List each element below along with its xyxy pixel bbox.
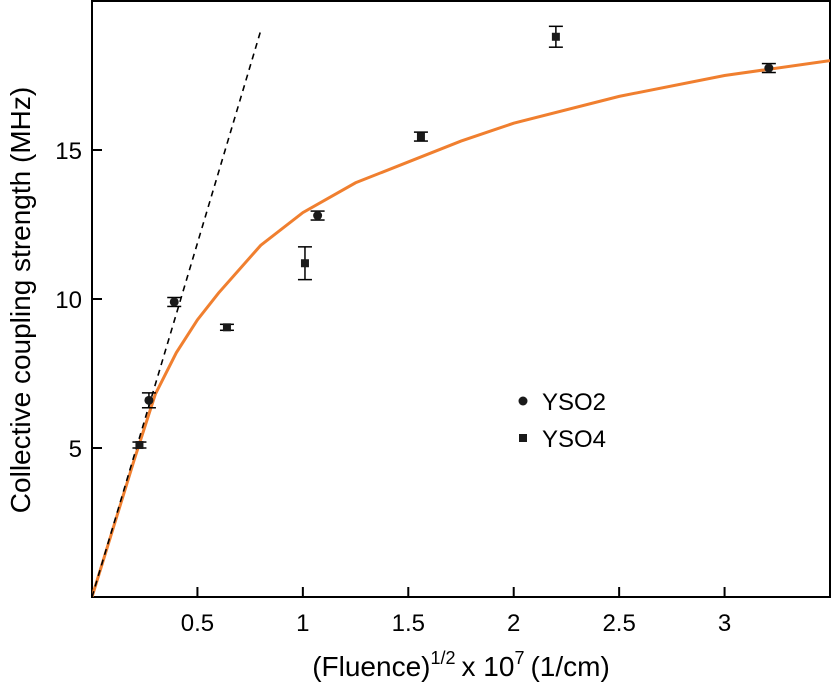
x-label-part: (1/cm)	[530, 651, 609, 682]
x-tick-label: 3	[718, 610, 731, 637]
data-point	[300, 259, 309, 268]
data-point	[144, 395, 154, 405]
x-tick-label: 1	[296, 610, 309, 637]
legend-label: YSO4	[542, 426, 606, 453]
x-tick-label: 2.5	[602, 610, 635, 637]
data-point	[222, 323, 231, 332]
y-tick-label: 5	[69, 436, 82, 463]
x-tick-label: 0.5	[181, 610, 214, 637]
x-label-superscript: 1/2	[430, 648, 455, 668]
data-point	[416, 132, 425, 141]
legend-label: YSO2	[542, 389, 606, 416]
y-tick-label: 10	[55, 287, 82, 314]
x-tick-label: 1.5	[392, 610, 425, 637]
x-label-part: x 10	[462, 651, 515, 682]
data-point	[764, 63, 774, 73]
x-label-superscript: 7	[514, 648, 524, 668]
y-axis-label: Collective coupling strength (MHz)	[5, 87, 36, 513]
legend-marker	[518, 396, 528, 406]
x-label-part: (Fluence)	[312, 651, 430, 682]
x-axis-label: (Fluence)1/2 x 107 (1/cm)	[312, 648, 610, 682]
data-point	[169, 297, 179, 307]
legend-marker	[519, 434, 527, 442]
y-tick-label: 15	[55, 138, 82, 165]
fit-curve	[92, 59, 830, 597]
data-point	[135, 441, 144, 450]
x-tick-label: 2	[507, 610, 520, 637]
data-point	[313, 211, 323, 221]
plot-frame	[91, 0, 831, 598]
data-point	[551, 32, 560, 41]
reference-line	[92, 30, 262, 597]
